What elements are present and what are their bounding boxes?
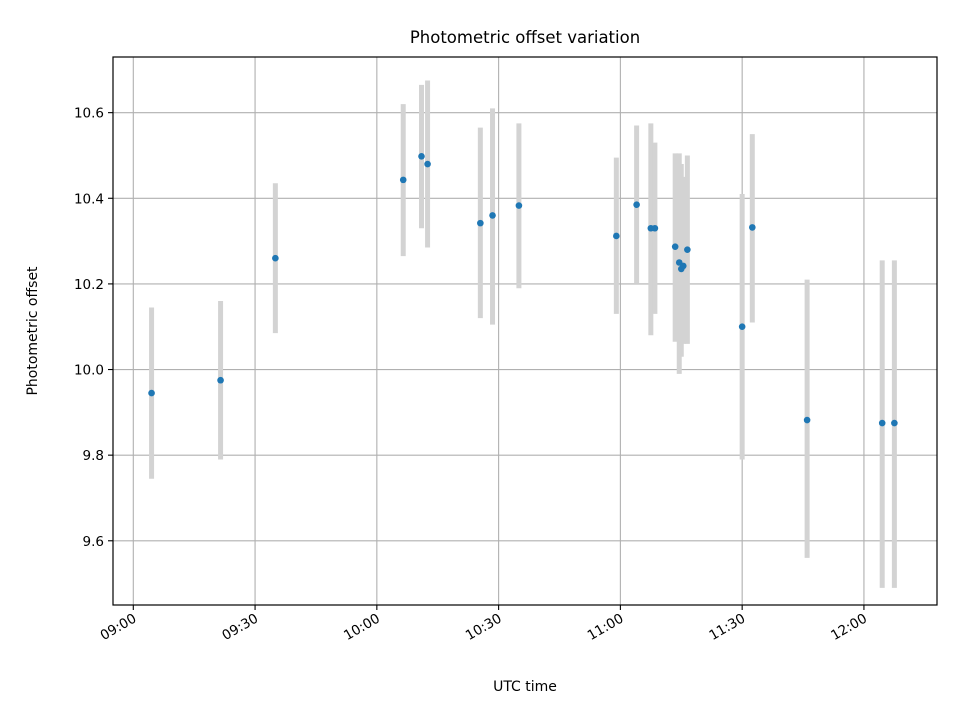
data-point <box>489 212 496 219</box>
data-point <box>477 219 484 227</box>
data-point <box>633 201 640 209</box>
chart-title: Photometric offset variation <box>410 28 640 47</box>
y-tick-label: 10.0 <box>74 363 104 379</box>
data-point <box>418 153 425 160</box>
data-point <box>738 323 746 331</box>
data-point <box>272 254 279 262</box>
x-axis-label: UTC time <box>493 679 557 695</box>
data-point <box>651 224 659 232</box>
y-tick-label: 9.8 <box>83 448 104 464</box>
plot-frame <box>112 56 938 606</box>
data-point <box>515 202 523 209</box>
data-point <box>684 246 691 253</box>
data-point <box>891 419 898 427</box>
data-point <box>671 243 679 250</box>
data-point <box>680 262 687 270</box>
y-tick-label: 9.6 <box>83 534 104 550</box>
data-point <box>424 160 431 168</box>
data-point <box>878 419 886 427</box>
point-layer <box>148 153 898 427</box>
y-axis-label: Photometric offset <box>25 266 41 396</box>
y-tick-label: 10.6 <box>74 106 104 122</box>
data-point <box>613 232 620 240</box>
data-point <box>749 224 756 231</box>
data-point <box>217 376 224 384</box>
y-tick-label: 10.4 <box>74 191 104 207</box>
y-tick-label: 10.2 <box>74 277 104 293</box>
data-point <box>148 389 155 397</box>
data-point <box>399 176 407 184</box>
data-point <box>803 416 811 424</box>
